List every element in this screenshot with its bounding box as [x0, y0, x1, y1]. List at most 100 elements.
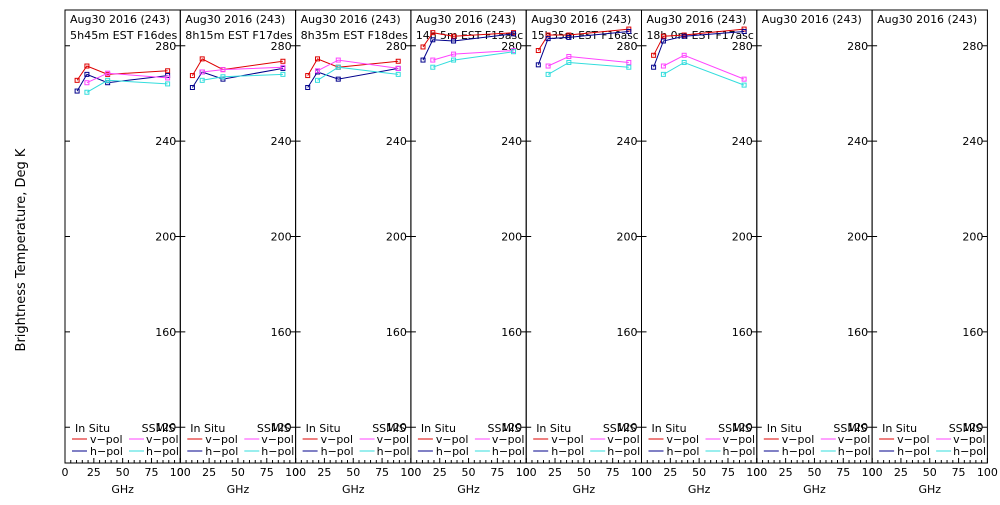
panel-title: Aug30 2016 (243) — [531, 13, 631, 26]
data-point-insitu_h — [681, 33, 687, 39]
x-axis-label: GHz — [111, 483, 134, 496]
series-line-ssmis_v — [202, 66, 283, 73]
x-tick-label: 75 — [375, 466, 389, 479]
data-point-ssmis_v — [681, 52, 687, 58]
legend-label-ssmis_h: h−pol — [723, 445, 756, 458]
y-tick-label: 200 — [617, 231, 638, 244]
y-tick-label: 240 — [732, 135, 753, 148]
legend-label-ssmis_v: v−pol — [953, 433, 986, 446]
series-line-ssmis_h — [432, 51, 514, 68]
legend-ssmis-header: SSMIS — [718, 422, 752, 435]
data-point-insitu_v — [451, 33, 457, 39]
y-tick-label: 240 — [617, 135, 638, 148]
x-tick-label: 50 — [807, 466, 821, 479]
y-tick-label: 240 — [386, 135, 407, 148]
data-point-insitu_h — [566, 34, 572, 40]
data-point-ssmis_h — [511, 49, 517, 55]
y-tick-label: 200 — [386, 231, 407, 244]
y-tick-label: 120 — [155, 421, 176, 434]
y-tick-label: 240 — [155, 135, 176, 148]
data-point-insitu_v — [660, 33, 666, 39]
series-line-insitu_h — [422, 33, 514, 61]
y-tick-label: 160 — [501, 326, 522, 339]
x-tick-label: 50 — [462, 466, 476, 479]
legend-label-ssmis_v: v−pol — [492, 433, 525, 446]
panel-title: Aug30 2016 (243) — [762, 13, 862, 26]
x-tick-label: 25 — [894, 466, 908, 479]
data-point-ssmis_h — [84, 89, 90, 95]
legend-label-ssmis_v: v−pol — [607, 433, 640, 446]
series-line-ssmis_v — [317, 59, 399, 72]
panel-title: Aug30 2016 (243) — [647, 13, 747, 26]
x-tick-label: 0 — [638, 466, 645, 479]
data-point-insitu_h — [430, 37, 436, 43]
data-point-ssmis_v — [165, 75, 171, 81]
legend-ssmis-header: SSMIS — [257, 422, 291, 435]
series-line-ssmis_h — [317, 66, 399, 81]
x-tick-label: 75 — [836, 466, 850, 479]
legend-label-insitu_h: h−pol — [205, 445, 238, 458]
x-tick-label: 0 — [177, 466, 184, 479]
data-point-ssmis_v — [84, 80, 90, 86]
x-tick-label: 100 — [516, 466, 537, 479]
panel-title: Aug30 2016 (243) — [877, 13, 977, 26]
series-line-ssmis_v — [547, 55, 629, 67]
data-point-ssmis_h — [105, 77, 111, 83]
x-tick-label: 75 — [606, 466, 620, 479]
legend-insitu-header: In Situ — [75, 422, 110, 435]
panel-subtitle: 8h35m EST F18des — [301, 29, 409, 42]
x-tick-label: 0 — [869, 466, 876, 479]
series-line-insitu_h — [307, 67, 399, 88]
data-point-insitu_h — [535, 62, 541, 68]
data-point-insitu_v — [189, 73, 195, 79]
data-point-insitu_h — [451, 38, 457, 44]
data-point-ssmis_v — [741, 76, 747, 82]
data-point-ssmis_v — [545, 63, 551, 69]
data-point-ssmis_h — [660, 71, 666, 77]
y-tick-label: 280 — [155, 40, 176, 53]
series-line-ssmis_v — [663, 54, 745, 80]
legend-label-insitu_h: h−pol — [436, 445, 469, 458]
data-point-ssmis_v — [660, 63, 666, 69]
data-point-insitu_v — [315, 56, 321, 62]
x-tick-label: 50 — [923, 466, 937, 479]
legend-label-insitu_h: h−pol — [551, 445, 584, 458]
legend-insitu-header: In Situ — [652, 422, 687, 435]
data-point-insitu_h — [511, 31, 517, 37]
y-tick-label: 240 — [847, 135, 868, 148]
panel-title: Aug30 2016 (243) — [416, 13, 516, 26]
series-line-insitu_h — [653, 31, 745, 68]
legend-label-ssmis_v: v−pol — [723, 433, 756, 446]
x-tick-label: 50 — [577, 466, 591, 479]
x-tick-label: 50 — [346, 466, 360, 479]
data-point-ssmis_v — [395, 65, 401, 71]
x-tick-label: 50 — [116, 466, 130, 479]
legend-ssmis-header: SSMIS — [949, 422, 983, 435]
panel-4: Aug30 2016 (243)14h 5m EST F15asc1201602… — [407, 9, 537, 496]
x-tick-label: 25 — [548, 466, 562, 479]
data-point-ssmis_h — [199, 77, 205, 83]
legend-label-ssmis_h: h−pol — [492, 445, 525, 458]
legend-label-insitu_v: v−pol — [551, 433, 584, 446]
data-point-insitu_h — [189, 84, 195, 90]
legend-insitu-header: In Situ — [421, 422, 456, 435]
legend-insitu-header: In Situ — [882, 422, 917, 435]
series-line-insitu_v — [537, 28, 629, 51]
legend-label-ssmis_v: v−pol — [146, 433, 179, 446]
data-point-ssmis_v — [626, 59, 632, 65]
y-tick-label: 160 — [386, 326, 407, 339]
x-tick-label: 100 — [170, 466, 191, 479]
y-tick-label: 160 — [271, 326, 292, 339]
data-point-insitu_h — [420, 57, 426, 63]
x-tick-label: 25 — [663, 466, 677, 479]
y-tick-label: 120 — [271, 421, 292, 434]
legend-label-insitu_h: h−pol — [782, 445, 815, 458]
y-tick-label: 120 — [847, 421, 868, 434]
panel-subtitle: 5h45m EST F16des — [70, 29, 178, 42]
